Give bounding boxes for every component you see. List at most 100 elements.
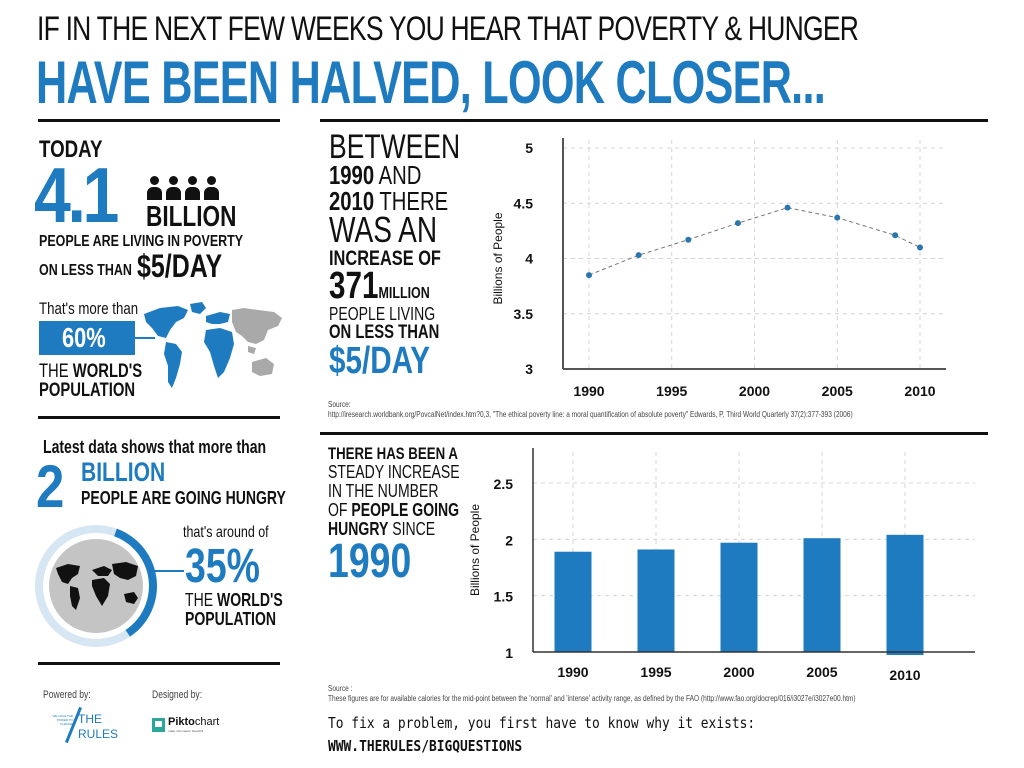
y-tick-label: 3.5 bbox=[514, 306, 534, 322]
footer-tagline: To fix a problem, you first have to know… bbox=[328, 714, 756, 732]
series-line bbox=[588, 207, 921, 276]
poverty-source-text: http://iresearch.worldbank.org/PovcalNet… bbox=[328, 410, 853, 419]
connector-line bbox=[135, 337, 155, 339]
hunger-percent: 35% bbox=[185, 540, 260, 593]
worlds-word: WORLD'S bbox=[72, 361, 143, 382]
y-tick-label: 1 bbox=[505, 645, 513, 661]
year-1990: 1990 bbox=[329, 160, 375, 190]
hunger-source-label: Source : bbox=[328, 684, 353, 693]
bar bbox=[803, 538, 841, 652]
x-tick-label: 1990 bbox=[573, 383, 604, 399]
x-tick-label: 2005 bbox=[806, 664, 837, 680]
divider bbox=[38, 662, 280, 665]
piktochart-icon-inner bbox=[155, 721, 162, 727]
poverty-amount: $5/DAY bbox=[137, 248, 223, 284]
designed-by-label: Designed by: bbox=[152, 689, 203, 701]
hunger-source-text: These figures are for available calories… bbox=[328, 694, 856, 703]
hunger-unit: BILLION bbox=[81, 457, 166, 487]
today-label: TODAY bbox=[39, 136, 103, 163]
stmt-word: OF bbox=[328, 499, 348, 520]
divider bbox=[38, 119, 280, 122]
y-tick-label: 3 bbox=[525, 361, 533, 377]
poverty-source-label: Source: bbox=[328, 400, 351, 409]
poverty-worlds-population: THE WORLD'S bbox=[39, 361, 142, 383]
stmt-line: INCREASE OF bbox=[329, 247, 441, 270]
data-point bbox=[917, 244, 923, 251]
the-word: THE bbox=[185, 590, 214, 610]
hunger-worlds-population: THE WORLD'S bbox=[185, 590, 283, 611]
footer-url[interactable]: WWW.THERULES/BIGQUESTIONS bbox=[328, 737, 523, 755]
bar bbox=[720, 542, 758, 652]
piktochart-logo[interactable]: Piktochart make information beautiful bbox=[152, 716, 222, 736]
hunger-ring-chart bbox=[35, 525, 184, 647]
data-point bbox=[685, 236, 692, 243]
x-tick-label: 1990 bbox=[557, 664, 588, 680]
poverty-line-2-prefix: ON LESS THAN bbox=[39, 262, 132, 279]
person-icon bbox=[146, 176, 162, 202]
y-axis-label: Billions of People bbox=[491, 212, 505, 304]
bar bbox=[554, 551, 592, 652]
stmt-word: AND bbox=[378, 160, 422, 190]
x-tick-label: 2000 bbox=[739, 383, 770, 399]
population-word: POPULATION bbox=[39, 380, 136, 401]
stmt-line: ON LESS THAN bbox=[329, 322, 440, 343]
world-map-icon bbox=[56, 562, 138, 610]
y-tick-label: 2 bbox=[505, 532, 513, 548]
person-icon bbox=[203, 176, 219, 202]
divider bbox=[320, 119, 988, 122]
x-tick-label: 2000 bbox=[723, 664, 754, 680]
stmt-line: IN THE NUMBER bbox=[328, 480, 439, 501]
hunger-intro: Latest data shows that more than bbox=[43, 437, 267, 457]
hunger-big-number: 2 bbox=[36, 453, 65, 520]
stmt-line: BETWEEN bbox=[329, 128, 461, 166]
stmt-line: 1990 AND bbox=[329, 162, 430, 188]
x-tick-label: 2010 bbox=[889, 667, 920, 683]
people-icons bbox=[146, 176, 222, 207]
data-point bbox=[834, 214, 841, 221]
person-icon bbox=[184, 176, 200, 202]
data-point bbox=[586, 272, 592, 279]
stmt-word: PEOPLE GOING bbox=[351, 499, 460, 520]
y-axis-label: Billions of People bbox=[468, 504, 482, 596]
header-line-2: HAVE BEEN HALVED, LOOK CLOSER... bbox=[36, 49, 826, 116]
more-than-label: That's more than bbox=[39, 299, 139, 318]
world-map-icon bbox=[144, 302, 282, 388]
percent-box bbox=[39, 321, 135, 355]
piktochart-tagline: make information beautiful bbox=[168, 729, 204, 733]
person-icon bbox=[165, 176, 181, 202]
bar bbox=[886, 534, 924, 655]
stmt-line: 2010 THERE bbox=[329, 188, 448, 214]
billion-label: BILLION bbox=[146, 201, 237, 233]
divider bbox=[38, 416, 280, 419]
data-point bbox=[734, 220, 741, 227]
header-line-1: IF IN THE NEXT FEW WEEKS YOU HEAR THAT P… bbox=[37, 10, 859, 48]
stmt-line: STEADY INCREASE bbox=[328, 461, 460, 482]
y-tick-label: 2.5 bbox=[494, 476, 514, 492]
pikto-b: chart bbox=[194, 716, 220, 728]
x-tick-label: 1995 bbox=[640, 664, 671, 680]
x-tick-label: 1995 bbox=[656, 383, 687, 399]
around-label: that's around of bbox=[183, 524, 269, 541]
powered-by-label: Powered by: bbox=[43, 689, 91, 701]
the-word: THE bbox=[39, 361, 69, 382]
stmt-word: HUNGRY bbox=[328, 518, 389, 539]
stmt-line: HUNGRY SINCE bbox=[328, 518, 435, 539]
the-rules-logo[interactable]: WE HAVE THE POWER TO CHANGE THE RULES bbox=[45, 706, 118, 744]
bar bbox=[637, 549, 675, 652]
data-point bbox=[892, 232, 899, 239]
stmt-year: 1990 bbox=[328, 535, 412, 589]
stmt-line: 371MILLION bbox=[329, 267, 430, 305]
y-tick-label: 4 bbox=[525, 251, 533, 267]
x-tick-label: 2005 bbox=[822, 383, 853, 399]
worlds-word: WORLD'S bbox=[216, 590, 283, 610]
rules-logo-the: THE bbox=[78, 712, 102, 726]
poverty-percent: 60% bbox=[62, 322, 106, 353]
data-point bbox=[635, 252, 642, 259]
stmt-line: PEOPLE LIVING bbox=[329, 304, 436, 324]
hunger-statement: THERE HAS BEEN A STEADY INCREASE IN THE … bbox=[328, 445, 460, 589]
hunger-bar-chart: 1 1.5 2 2.5 1990 1995 2000 2005 2010 Billions of … bbox=[468, 448, 975, 683]
poverty-big-number: 4.1 bbox=[34, 151, 119, 239]
poverty-statement: BETWEEN 1990 AND 2010 THERE WAS AN INCRE… bbox=[329, 128, 461, 382]
stmt-amount: $5/DAY bbox=[329, 340, 431, 382]
million-word: MILLION bbox=[378, 285, 430, 302]
